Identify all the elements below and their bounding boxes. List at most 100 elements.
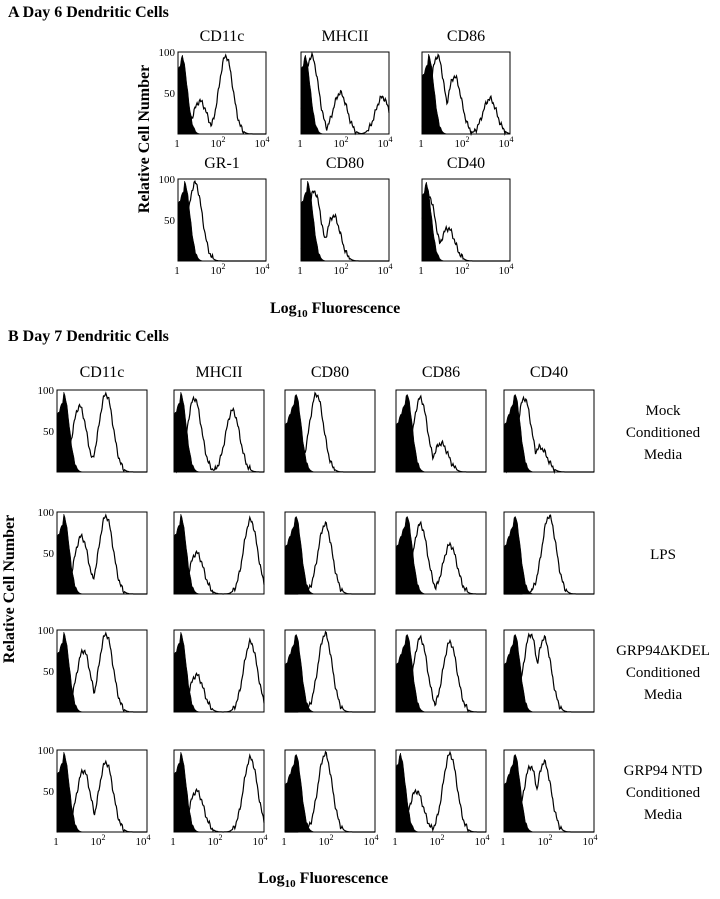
panel-b-r3-mhcii-xtick-0: 1 <box>170 836 176 848</box>
panel-b-r3-cd11c-ytick-100: 100 <box>38 745 55 757</box>
panel-b-r3-cd86-xtick-1: 102 <box>430 833 445 848</box>
panel-a-gr-1-ytick-50: 50 <box>164 215 176 227</box>
panel-a-cd86-control-histogram <box>421 53 510 135</box>
panel-b-r3-cd11c-plot: 50 100 1 102 104 <box>38 745 151 848</box>
panel-a-cd86-xtick-0: 1 <box>418 138 424 150</box>
panel-a-cd80-plot: 1 102 104 <box>297 178 393 277</box>
panel-b-r3-cd86-stained-histogram <box>395 750 486 833</box>
panel-b-r1-cd11c-stained-histogram <box>56 513 147 595</box>
panel-a-gr-1-ytick-100: 100 <box>159 174 176 186</box>
panel-b-xlabel-rest: Fluorescence <box>295 870 389 887</box>
panel-b-r3-cd11c-xtick-sup-1: 2 <box>102 833 106 842</box>
panel-b-r0-cd80-plot <box>284 389 376 473</box>
panel-a-cd40-xtick-1: 102 <box>455 262 470 277</box>
panel-b-r3-mhcii-xtick-sup-1: 2 <box>219 833 223 842</box>
condition-label-line: Media <box>643 807 683 823</box>
panel-b-xlabel: Log10 Fluorescence <box>258 870 388 890</box>
condition-label-0: Mock Conditioned Media <box>608 400 718 466</box>
panel-b-r3-mhcii-xtick-1: 102 <box>208 833 223 848</box>
panel-a-cd86-xtick-1: 102 <box>455 135 470 150</box>
panel-b-r2-cd11c-plot: 50 100 <box>38 625 148 713</box>
condition-label-line: Media <box>643 447 683 463</box>
panel-b-title: B Day 7 Dendritic Cells <box>8 328 169 345</box>
condition-label-2: GRP94ΔKDEL Conditioned Media <box>608 640 718 706</box>
panel-b-r3-cd11c-ytick-50: 50 <box>43 786 55 798</box>
panel-a-gr-1-xtick-sup-1: 2 <box>222 262 226 271</box>
panel-b-r3-mhcii-xtick-2: 104 <box>253 833 268 848</box>
condition-label-1: LPS <box>608 544 718 566</box>
panel-b-r3-cd86-xtick-0: 1 <box>392 836 398 848</box>
panel-b-r3-cd80-control-histogram <box>284 753 375 833</box>
panel-b-r1-mhcii-stained-histogram <box>173 515 265 595</box>
panel-a-marker-cd80: CD80 <box>325 155 365 172</box>
panel-b-r3-mhcii-control-histogram <box>173 751 264 833</box>
panel-a-cd86-xtick-2: 104 <box>499 135 514 150</box>
panel-b-r3-cd11c-xtick-0: 1 <box>53 836 59 848</box>
panel-a-mhcii-xtick-2: 104 <box>378 135 393 150</box>
panel-a-cd80-xtick-sup-2: 4 <box>389 262 393 271</box>
panel-a-cd40-xtick-sup-2: 4 <box>510 262 514 271</box>
panel-b-marker-mhcii: MHCII <box>195 364 243 381</box>
panel-b-r3-cd86-xtick-sup-1: 2 <box>441 833 445 842</box>
condition-label-line: Conditioned <box>625 425 701 441</box>
panel-b-r2-cd40-stained-histogram <box>504 632 594 713</box>
panel-a-cd11c-xtick-1: 102 <box>211 135 226 150</box>
panel-a-marker-cd11c: CD11c <box>199 28 245 45</box>
panel-a-xlabel-rest: Fluorescence <box>307 300 401 317</box>
panel-b-r3-cd80-xtick-2: 104 <box>364 833 379 848</box>
panel-a-cd80-xtick-1: 102 <box>334 262 349 277</box>
panel-a-cd80-xtick-2: 104 <box>378 262 393 277</box>
panel-a-mhcii-xtick-sup-1: 2 <box>345 135 349 144</box>
panel-b-r2-cd11c-stained-histogram <box>56 631 147 713</box>
panel-b-r0-cd40-stained-histogram <box>503 395 594 475</box>
panel-a-marker-cd40: CD40 <box>446 155 486 172</box>
panel-a-cd40-stained-histogram <box>421 190 510 262</box>
panel-b-r3-cd40-xtick-sup-1: 2 <box>549 833 553 842</box>
condition-label-line: Mock <box>645 403 681 419</box>
panel-a-marker-gr-1: GR-1 <box>204 155 240 172</box>
panel-a-mhcii-xtick-0: 1 <box>297 138 303 150</box>
panel-b-r3-cd11c-xtick-2: 104 <box>136 833 151 848</box>
panel-a-gr-1-xtick-0: 1 <box>174 265 180 277</box>
panel-b-r3-cd86-xtick-2: 104 <box>475 833 490 848</box>
panel-b-r1-cd40-plot <box>503 511 595 595</box>
panel-b-r0-cd40-plot <box>503 389 595 475</box>
panel-a-marker-mhcii: MHCII <box>321 28 369 45</box>
panel-b-r0-cd80-stained-histogram <box>285 391 375 473</box>
panel-b-r3-cd80-xtick-1: 102 <box>319 833 334 848</box>
panel-b-xlabel-sub: 10 <box>284 878 296 891</box>
panel-b-xlabel-base: Log <box>258 870 285 887</box>
panel-b-r1-cd11c-ytick-100: 100 <box>38 507 55 519</box>
panel-b-r2-cd80-plot <box>284 629 376 713</box>
panel-b-r3-cd11c-xtick-1: 102 <box>91 833 106 848</box>
panel-b-r3-cd80-xtick-0: 1 <box>281 836 287 848</box>
panel-a-xlabel-sub: 10 <box>296 308 308 321</box>
condition-label-line: Conditioned <box>625 785 701 801</box>
panel-a-mhcii-xtick-sup-2: 4 <box>389 135 393 144</box>
panel-b-r3-mhcii-xtick-sup-2: 4 <box>264 833 268 842</box>
panel-b-r1-cd11c-ytick-50: 50 <box>43 548 55 560</box>
panel-a-gr-1-plot: 50 100 1 102 104 <box>159 174 270 277</box>
panel-a-cd80-xtick-sup-1: 2 <box>345 262 349 271</box>
panel-b-r3-cd40-xtick-0: 1 <box>500 836 506 848</box>
panel-b-r1-cd80-plot <box>284 511 376 595</box>
panel-b-r2-cd80-control-histogram <box>284 633 375 713</box>
panel-b-r2-cd80-stained-histogram <box>285 630 375 713</box>
panel-a-cd11c-xtick-sup-1: 2 <box>222 135 226 144</box>
panel-b-r0-cd11c-stained-histogram <box>56 391 147 473</box>
panel-b-r1-cd86-plot <box>395 511 487 595</box>
condition-label-line: Conditioned <box>625 665 701 681</box>
panel-a-mhcii-plot: 1 102 104 <box>297 51 393 150</box>
panel-b-r3-cd40-stained-histogram <box>504 758 594 833</box>
panel-b-r3-cd86-xtick-sup-2: 4 <box>486 833 490 842</box>
panel-a-cd40-plot: 1 102 104 <box>418 178 514 277</box>
panel-b-marker-cd86: CD86 <box>421 364 461 381</box>
panel-a-mhcii-xtick-1: 102 <box>334 135 349 150</box>
condition-label-line: GRP94 NTD <box>623 763 703 779</box>
panel-a-gr-1-xtick-1: 102 <box>211 262 226 277</box>
panel-a-cd11c-plot: 50 100 1 102 104 <box>159 47 270 150</box>
panel-b-r0-cd86-control-histogram <box>395 393 486 473</box>
panel-b-r1-cd40-stained-histogram <box>504 514 594 595</box>
panel-b-r3-cd80-xtick-sup-1: 2 <box>330 833 334 842</box>
panel-a-cd11c-ytick-50: 50 <box>164 88 176 100</box>
